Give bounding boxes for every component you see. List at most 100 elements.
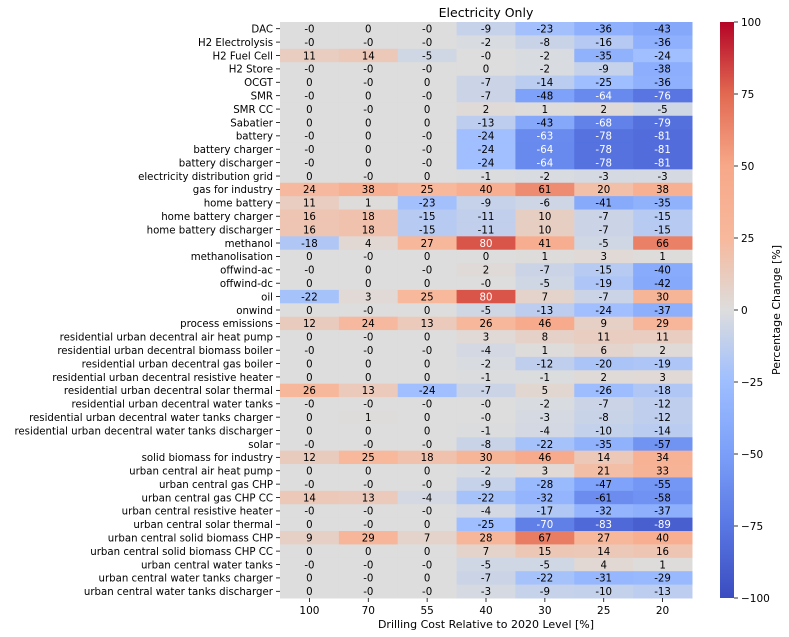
heatmap-cell	[633, 450, 693, 465]
cell-value-label: -0	[422, 507, 432, 518]
heatmap-cell	[515, 571, 575, 586]
heatmap-cell	[515, 169, 575, 184]
cell-value-label: 13	[421, 319, 434, 330]
heatmap-cell	[515, 544, 575, 559]
row-label: home battery discharger	[147, 225, 274, 236]
heatmap-cell	[574, 276, 634, 291]
row-label: gas for industry	[193, 185, 273, 196]
cell-value-label: 1	[659, 560, 665, 571]
cell-value-label: -61	[595, 493, 612, 504]
cell-value-label: 28	[480, 534, 493, 545]
heatmap-cell	[574, 263, 634, 278]
cell-value-label: 0	[306, 587, 312, 598]
cell-value-label: 20	[597, 185, 610, 196]
heatmap-cell	[338, 584, 399, 599]
colorbar-tick-label: −100	[741, 593, 770, 605]
heatmap-cell	[280, 557, 340, 572]
heatmap-cell	[338, 437, 399, 452]
cell-value-label: 0	[306, 118, 312, 129]
cell-value-label: -0	[422, 65, 432, 76]
cell-value-label: -0	[422, 346, 432, 357]
heatmap-cell	[574, 571, 634, 586]
heatmap-cell	[515, 276, 575, 291]
heatmap-cell	[515, 35, 575, 50]
cell-value-label: 12	[303, 453, 316, 464]
cell-value-label: -26	[595, 386, 612, 397]
cell-value-label: 0	[365, 373, 371, 384]
heatmap-cell	[515, 263, 575, 278]
cell-value-label: -15	[419, 212, 436, 223]
heatmap-cell	[574, 370, 634, 385]
cell-value-label: 0	[306, 467, 312, 478]
heatmap-cell	[397, 423, 458, 438]
cell-value-label: 21	[597, 467, 610, 478]
cell-value-label: 0	[424, 426, 430, 437]
cell-value-label: 0	[424, 78, 430, 89]
heatmap-cell	[397, 102, 458, 117]
row-label: residential urban decentral water tanks …	[29, 413, 274, 424]
heatmap-cell	[456, 169, 516, 184]
cell-value-label: -22	[301, 292, 318, 303]
cell-value-label: 7	[483, 547, 489, 558]
cell-value-label: -0	[363, 560, 373, 571]
cell-value-label: 1	[659, 252, 665, 263]
cell-value-label: 30	[656, 292, 669, 303]
heatmap-cell	[456, 531, 516, 545]
cell-value-label: -4	[481, 346, 491, 357]
heatmap-cell	[456, 35, 516, 50]
heatmap-cell	[574, 142, 634, 157]
cell-value-label: 5	[542, 386, 548, 397]
heatmap-cell	[633, 343, 693, 358]
cell-value-label: -16	[595, 38, 612, 49]
heatmap-cell	[574, 222, 634, 237]
heatmap-cell	[456, 249, 516, 264]
cell-value-label: -7	[599, 400, 609, 411]
heatmap-cell	[456, 356, 516, 371]
cell-value-label: -23	[419, 199, 436, 210]
heatmap-cell	[574, 155, 634, 170]
column-label: 30	[538, 605, 551, 617]
cell-value-label: 0	[306, 78, 312, 89]
heatmap-cell	[456, 477, 516, 492]
cell-value-label: -0	[481, 51, 491, 62]
column-labels: 100 70 55 40 30 25 20	[299, 598, 669, 617]
cell-value-label: 7	[542, 292, 548, 303]
heatmap-cell	[338, 504, 399, 519]
colorbar-ticks: 100 75 50 25 0 −25 −50 −75 −100	[734, 17, 770, 605]
heatmap-cell	[515, 557, 575, 572]
cell-value-label: -0	[363, 520, 373, 531]
heatmap-cell	[280, 263, 340, 278]
heatmap-cell	[397, 584, 458, 599]
heatmap-cell	[456, 397, 516, 411]
cell-value-label: -0	[363, 587, 373, 598]
heatmap-cell	[633, 289, 693, 304]
cell-value-label: -42	[654, 279, 671, 290]
heatmap-cell	[633, 115, 693, 130]
cell-value-label: 13	[362, 493, 375, 504]
cell-value-label: -11	[478, 212, 495, 223]
heatmap-cell	[456, 209, 516, 224]
row-label: methanol	[225, 239, 273, 250]
row-label: DAC	[251, 24, 273, 35]
heatmap-cell	[397, 303, 458, 318]
heatmap-cell	[574, 437, 634, 452]
heatmap-cell	[397, 571, 458, 586]
heatmap-cell	[456, 276, 516, 291]
cell-value-label: -9	[481, 199, 491, 210]
heatmap-cell	[280, 423, 340, 438]
column-label: 20	[656, 605, 669, 617]
heatmap-cell	[515, 102, 575, 117]
heatmap-cell	[397, 410, 458, 425]
heatmap-cell	[515, 383, 575, 398]
cell-value-label: -0	[363, 65, 373, 76]
cell-value-label: 1	[542, 346, 548, 357]
heatmap-cell	[515, 303, 575, 318]
cell-value-label: -12	[537, 359, 554, 370]
cell-value-label: 14	[362, 51, 375, 62]
cell-value-label: -0	[304, 507, 314, 518]
cell-value-label: -7	[481, 386, 491, 397]
heatmap-cell	[397, 276, 458, 291]
cell-value-label: -6	[540, 199, 550, 210]
cell-value-label: -0	[481, 413, 491, 424]
cell-value-label: 18	[362, 212, 375, 223]
